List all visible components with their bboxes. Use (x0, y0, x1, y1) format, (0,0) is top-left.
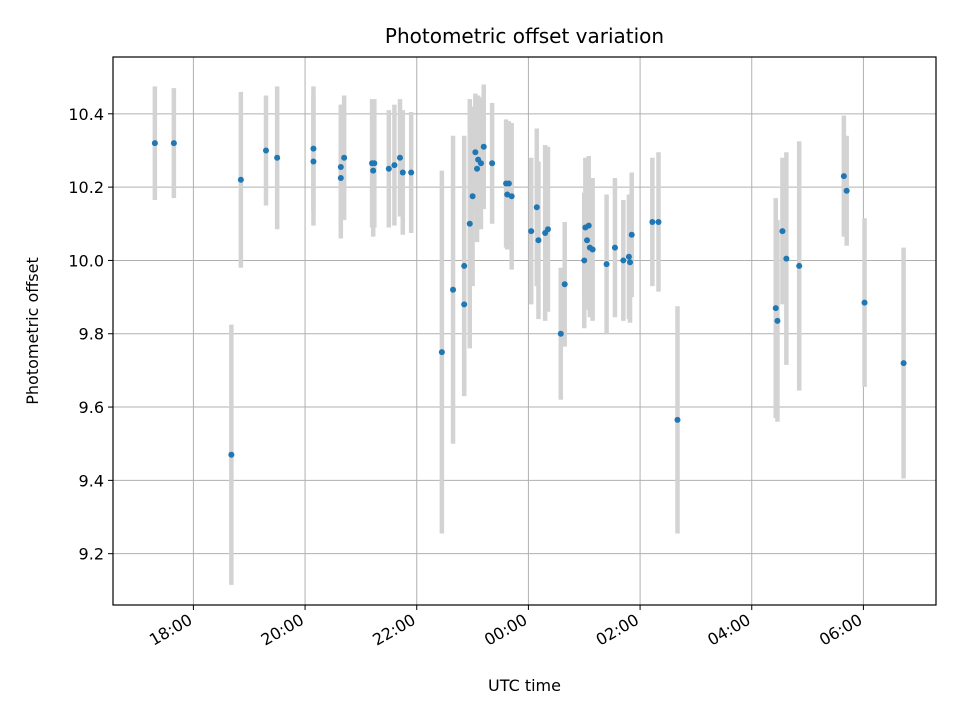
data-point (461, 301, 468, 308)
data-point (674, 416, 681, 423)
data-point (589, 246, 596, 253)
data-point (371, 160, 378, 167)
data-point (477, 160, 484, 167)
data-point (151, 140, 158, 147)
data-point (772, 305, 779, 312)
data-point (408, 169, 415, 176)
data-point (262, 147, 269, 154)
y-axis-label: Photometric offset (23, 257, 42, 405)
data-point (627, 259, 634, 266)
data-point (796, 262, 803, 269)
data-point (861, 299, 868, 306)
data-point (655, 218, 662, 225)
data-point (508, 193, 515, 200)
x-axis-label: UTC time (488, 676, 561, 695)
data-point (585, 222, 592, 229)
data-point (620, 257, 627, 264)
data-point (385, 165, 392, 172)
y-tick-label: 10.4 (68, 105, 104, 124)
data-point (472, 149, 479, 156)
data-point (628, 231, 635, 238)
data-point (544, 226, 551, 233)
data-point (783, 255, 790, 262)
data-point (274, 154, 281, 161)
data-point (341, 154, 348, 161)
data-point (391, 162, 398, 169)
data-point (584, 237, 591, 244)
data-point (561, 281, 568, 288)
data-point (480, 143, 487, 150)
data-point (337, 163, 344, 170)
y-tick-label: 9.6 (79, 398, 104, 417)
data-point (603, 261, 610, 268)
data-point (535, 237, 542, 244)
y-tick-label: 10.0 (68, 251, 104, 270)
data-points (151, 140, 907, 458)
data-point (310, 145, 317, 152)
data-point (469, 193, 476, 200)
data-point (611, 244, 618, 251)
data-point (310, 158, 317, 165)
data-point (466, 220, 473, 227)
data-point (843, 187, 850, 194)
data-point (505, 180, 512, 187)
data-point (399, 169, 406, 176)
data-point (557, 330, 564, 337)
data-point (840, 173, 847, 180)
y-tick-label: 9.2 (79, 545, 104, 564)
data-point (370, 167, 377, 174)
data-point (625, 253, 632, 260)
data-point (237, 176, 244, 183)
data-point (170, 140, 177, 147)
data-point (900, 360, 907, 367)
data-point (474, 165, 481, 172)
data-point (649, 218, 656, 225)
data-point (337, 174, 344, 181)
data-point (581, 257, 588, 264)
data-point (779, 228, 786, 235)
data-point (528, 228, 535, 235)
plot-frame (112, 56, 937, 606)
data-point (450, 286, 457, 293)
y-axis-ticks: 9.2 9.4 9.6 9.8 10.0 10.2 10.4 (68, 105, 113, 564)
y-tick-label: 9.4 (79, 471, 104, 490)
y-tick-label: 10.2 (68, 178, 104, 197)
data-point (461, 262, 468, 269)
data-point (396, 154, 403, 161)
y-tick-label: 9.8 (79, 325, 104, 344)
data-point (438, 349, 445, 356)
chart-title: Photometric offset variation (385, 24, 664, 48)
data-point (228, 451, 235, 458)
data-point (774, 317, 781, 324)
data-point (489, 160, 496, 167)
data-point (533, 204, 540, 211)
